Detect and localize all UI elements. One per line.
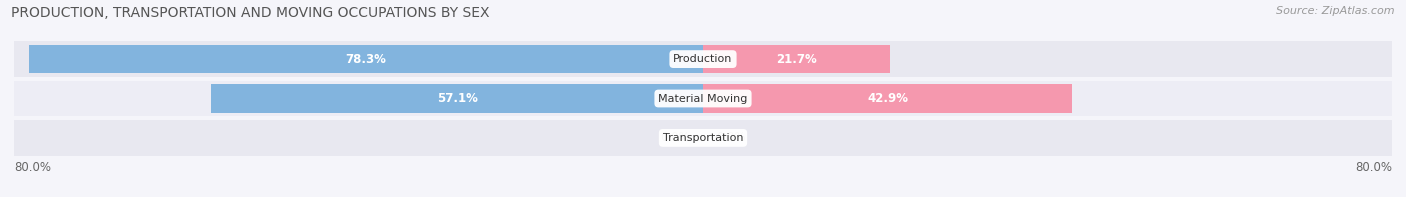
Bar (703, 45, 890, 73)
Text: 80.0%: 80.0% (1355, 161, 1392, 174)
Bar (14, 120, 1392, 156)
Text: Transportation: Transportation (662, 133, 744, 143)
Text: Production: Production (673, 54, 733, 64)
Text: 78.3%: 78.3% (346, 53, 387, 66)
Bar (28, 45, 703, 73)
Text: 0.0%: 0.0% (661, 131, 690, 144)
Text: Source: ZipAtlas.com: Source: ZipAtlas.com (1277, 6, 1395, 16)
Text: PRODUCTION, TRANSPORTATION AND MOVING OCCUPATIONS BY SEX: PRODUCTION, TRANSPORTATION AND MOVING OC… (11, 6, 489, 20)
Bar (703, 84, 1073, 113)
Text: 80.0%: 80.0% (14, 161, 51, 174)
Bar (211, 84, 703, 113)
Text: 42.9%: 42.9% (868, 92, 908, 105)
Text: 21.7%: 21.7% (776, 53, 817, 66)
Bar (14, 41, 1392, 77)
Bar (14, 81, 1392, 116)
Text: 57.1%: 57.1% (437, 92, 478, 105)
Text: Material Moving: Material Moving (658, 94, 748, 103)
Text: 0.0%: 0.0% (716, 131, 745, 144)
